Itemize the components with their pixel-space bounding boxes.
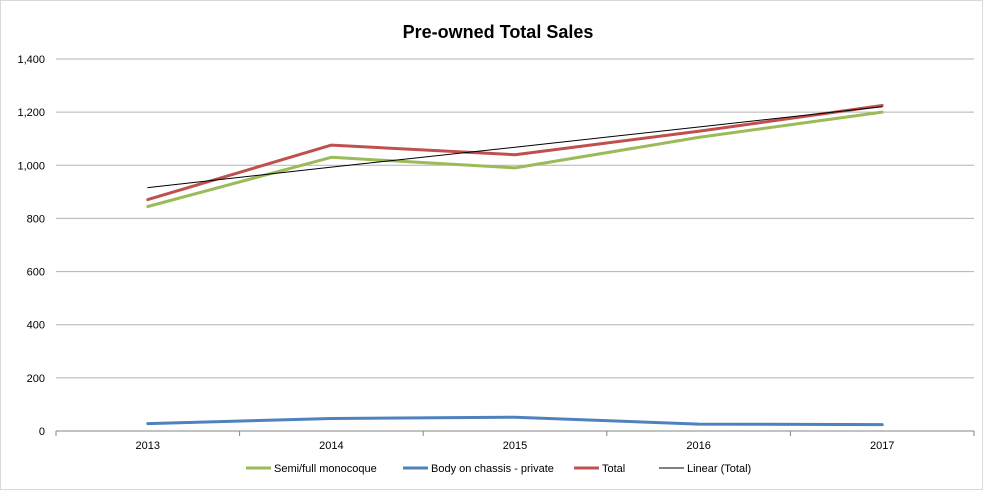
data-point [698, 127, 699, 128]
data-point [881, 423, 884, 426]
data-point [330, 144, 333, 147]
x-tick-label: 2017 [870, 440, 894, 452]
data-point [882, 106, 883, 107]
data-point [697, 423, 700, 426]
data-point [331, 167, 332, 168]
data-point [697, 136, 700, 139]
gridlines [56, 58, 974, 432]
series-line-3 [147, 106, 883, 189]
y-tick-label: 1,400 [17, 54, 45, 66]
series-line-0 [146, 110, 884, 208]
y-axis: 0 200 400 600 800 1,000 1,200 1,400 [17, 54, 45, 438]
y-tick-label: 800 [27, 213, 45, 225]
legend-label: Total [602, 463, 625, 475]
data-point [147, 187, 148, 188]
data-point [514, 166, 517, 169]
x-tick-label: 2014 [319, 440, 343, 452]
x-tick-label: 2013 [136, 440, 160, 452]
series-line-1 [146, 415, 884, 427]
y-tick-label: 600 [27, 267, 45, 279]
data-point [330, 156, 333, 159]
y-tick-label: 1,200 [17, 107, 45, 119]
data-point [146, 198, 149, 201]
data-point [146, 205, 149, 208]
x-tick-label: 2015 [503, 440, 527, 452]
series-lines [146, 104, 884, 427]
data-point [146, 422, 149, 425]
legend-label: Linear (Total) [687, 463, 751, 475]
data-point [881, 111, 884, 114]
data-point [515, 147, 516, 148]
x-axis: 2013 2014 2015 2016 2017 [55, 431, 975, 452]
y-tick-label: 1,000 [17, 160, 45, 172]
legend: Semi/full monocoque Body on chassis - pri… [246, 463, 751, 475]
y-tick-label: 400 [27, 320, 45, 332]
data-point [330, 417, 333, 420]
legend-label: Body on chassis - private [431, 463, 554, 475]
chart-title: Pre-owned Total Sales [403, 22, 594, 42]
series-line-2 [146, 104, 884, 202]
data-point [514, 153, 517, 156]
y-tick-label: 200 [27, 373, 45, 385]
x-tick-label: 2016 [686, 440, 710, 452]
y-tick-label: 0 [39, 426, 45, 438]
data-point [514, 416, 517, 419]
legend-label: Semi/full monocoque [274, 463, 377, 475]
data-point [697, 130, 700, 133]
